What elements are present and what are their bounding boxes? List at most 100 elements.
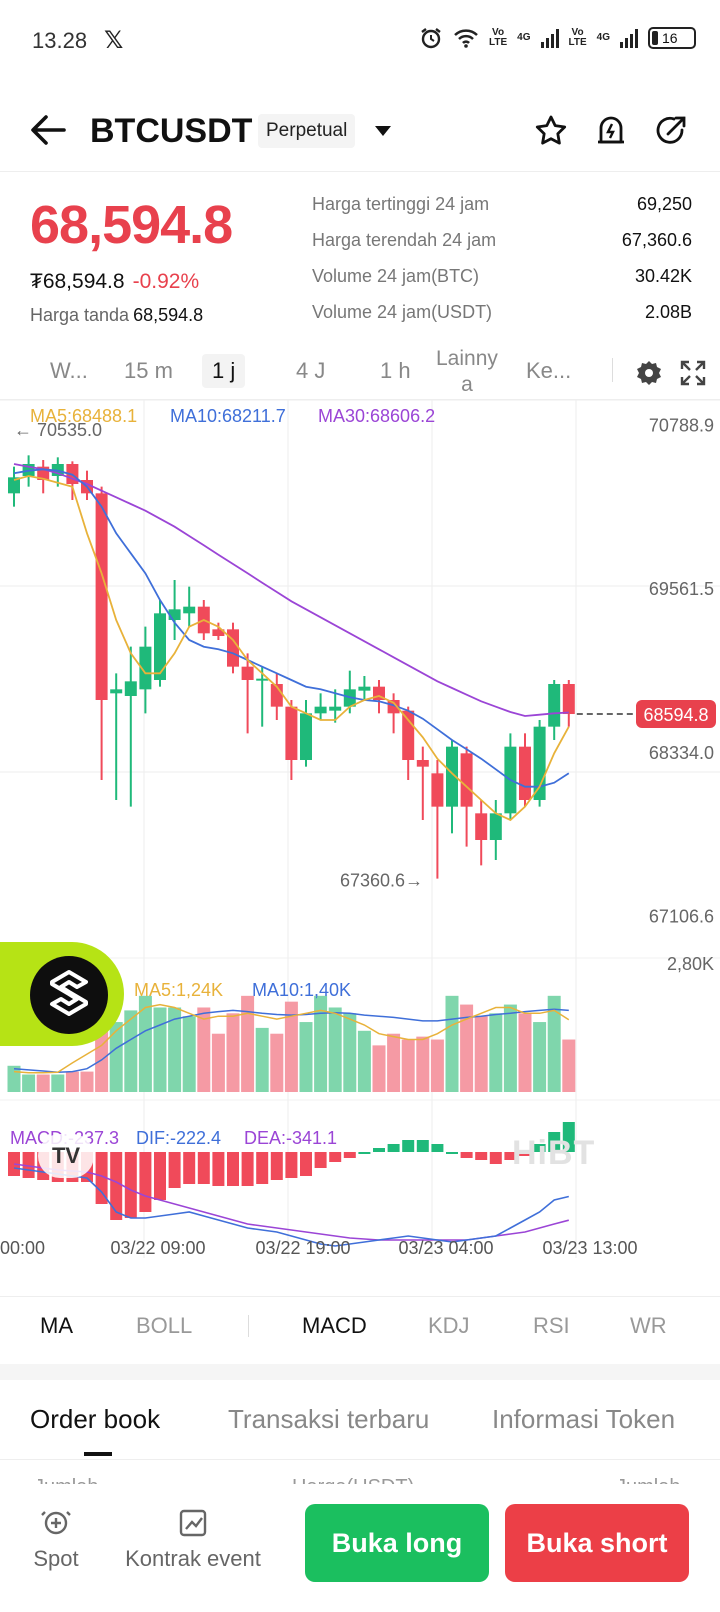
volume-bar [153, 1007, 167, 1092]
tab-timeframe-15m[interactable]: 15 m [124, 358, 173, 383]
macd-histogram-bar [519, 1152, 531, 1156]
price-chart[interactable]: 70788.9 69561.5 68334.0 67106.6 ← 70535.0 673… [0, 400, 720, 1300]
floating-assistant-widget[interactable] [0, 942, 124, 1046]
candle [300, 713, 312, 760]
candle [402, 710, 415, 760]
volume-bar [314, 995, 328, 1092]
tab-timeframe-more[interactable]: Lainny a [436, 346, 498, 398]
candle [256, 678, 269, 681]
volume-bar [51, 1074, 65, 1092]
pair-title[interactable]: BTCUSDT [90, 112, 253, 150]
volume-bar [197, 1007, 211, 1092]
sim2-signal-icon [620, 28, 638, 48]
volume-bar [22, 1074, 36, 1092]
tab-timeframe-w[interactable]: W... [50, 358, 88, 383]
volume-bar [168, 1007, 182, 1092]
macd-histogram-bar [300, 1152, 312, 1176]
price-alert-icon[interactable] [594, 114, 628, 148]
volume-bar [138, 995, 152, 1092]
candle [8, 477, 20, 494]
macd-histogram-bar [22, 1152, 35, 1178]
fiat-price: ₮68,594.8 [30, 270, 125, 293]
sim1-signal-icon [540, 28, 559, 48]
fullscreen-icon[interactable] [680, 360, 706, 386]
star-icon[interactable] [534, 114, 568, 148]
candle [562, 684, 575, 715]
battery-icon: 16 [648, 27, 696, 49]
tab-indicator-ke[interactable]: Ke... [526, 358, 572, 383]
tab-rsi[interactable]: RSI [533, 1313, 570, 1338]
more-line1: Lainny [436, 347, 498, 370]
candle [168, 609, 181, 620]
open-short-button[interactable]: Buka short [505, 1504, 689, 1582]
volume-bar [343, 1013, 357, 1092]
candle [431, 773, 444, 807]
tab-boll[interactable]: BOLL [136, 1313, 193, 1338]
stat-label: Harga tertinggi 24 jam [312, 194, 490, 214]
vol-ma5-legend: MA5:1,24K [134, 980, 224, 1000]
vol-ma10-legend: MA10:1,40K [252, 980, 352, 1000]
bottom-action-bar: Spot Kontrak event Buka long Buka short [0, 1484, 720, 1612]
candle [124, 681, 137, 696]
pair-dropdown-icon[interactable] [375, 126, 391, 136]
candle [139, 646, 152, 690]
high-price-marker: ← 70535.0 [14, 420, 102, 440]
volume-bar [372, 1045, 386, 1092]
volume-bar [562, 1039, 576, 1092]
share-icon[interactable] [654, 114, 688, 148]
macd-histogram-bar [227, 1152, 239, 1186]
macd-histogram-bar [446, 1152, 458, 1154]
volume-bar [357, 1030, 371, 1092]
volume-bar [80, 1071, 94, 1092]
macd-histogram-bar [373, 1148, 385, 1152]
tab-macd[interactable]: MACD [302, 1313, 367, 1338]
x-app-icon: 𝕏 [104, 27, 124, 54]
timeframe-tabs: W... 15 m 1 j 4 J 1 h Lainny a Ke... [0, 344, 720, 400]
volume-ma5-line [13, 1003, 570, 1074]
candle [110, 689, 123, 694]
tab-timeframe-1h[interactable]: 1 h [380, 358, 411, 383]
status-icons: Vo LTE 4G Vo LTE 4G 16 [419, 26, 696, 50]
volume-bar [109, 1022, 123, 1092]
tab-wr[interactable]: WR [630, 1313, 667, 1338]
tab-kdj[interactable]: KDJ [428, 1313, 470, 1338]
stat-value: 69,250 [636, 194, 692, 214]
event-contract-button[interactable]: Kontrak event [116, 1506, 270, 1572]
tab-order-book[interactable]: Order book [30, 1404, 161, 1434]
macd-histogram-bar [212, 1152, 225, 1186]
candle [227, 629, 239, 667]
status-bar: 13.28 𝕏 Vo LTE 4G Vo LTE 4G 16 [0, 0, 720, 80]
tab-recent-trades[interactable]: Transaksi terbaru [228, 1404, 430, 1434]
status-time: 13.28 [32, 28, 88, 53]
macd-histogram-bar [241, 1152, 254, 1186]
macd-histogram-bar [416, 1140, 429, 1152]
back-arrow-icon[interactable] [28, 110, 68, 150]
tab-ma[interactable]: MA [40, 1313, 73, 1338]
volume-bar [416, 1036, 430, 1092]
spot-button[interactable]: Spot [28, 1506, 84, 1572]
tab-timeframe-4j[interactable]: 4 J [296, 358, 326, 383]
mark-price-label: Harga tanda [30, 305, 130, 325]
macd-histogram-bar [504, 1152, 517, 1160]
macd-histogram-bar [197, 1152, 210, 1184]
open-long-button[interactable]: Buka long [305, 1504, 489, 1582]
tab-timeframe-1j[interactable]: 1 j [202, 354, 246, 388]
volume-bar [211, 1033, 225, 1092]
candle [446, 746, 458, 807]
macd-histogram-bar [402, 1140, 415, 1152]
tab-token-info[interactable]: Informasi Token [492, 1404, 676, 1434]
volume-bar [65, 1071, 79, 1092]
mark-price-row: Harga tanda 68,594.8 [30, 305, 203, 326]
alarm-icon [421, 28, 441, 49]
active-tab-indicator [84, 1452, 112, 1456]
tradingview-badge[interactable]: TV [38, 1134, 94, 1178]
ma30-line [13, 463, 569, 717]
chart-settings-gear-icon[interactable] [636, 360, 662, 386]
time-axis-label: 03/22 09:00 [110, 1238, 205, 1258]
volume-ma10-line [13, 1008, 569, 1073]
volume-bar [226, 1013, 240, 1092]
candle [241, 666, 254, 680]
market-info-tabs: Order book Transaksi terbaru Informasi T… [0, 1380, 720, 1460]
ma10-line [13, 468, 570, 788]
volume-bar [460, 1004, 474, 1092]
